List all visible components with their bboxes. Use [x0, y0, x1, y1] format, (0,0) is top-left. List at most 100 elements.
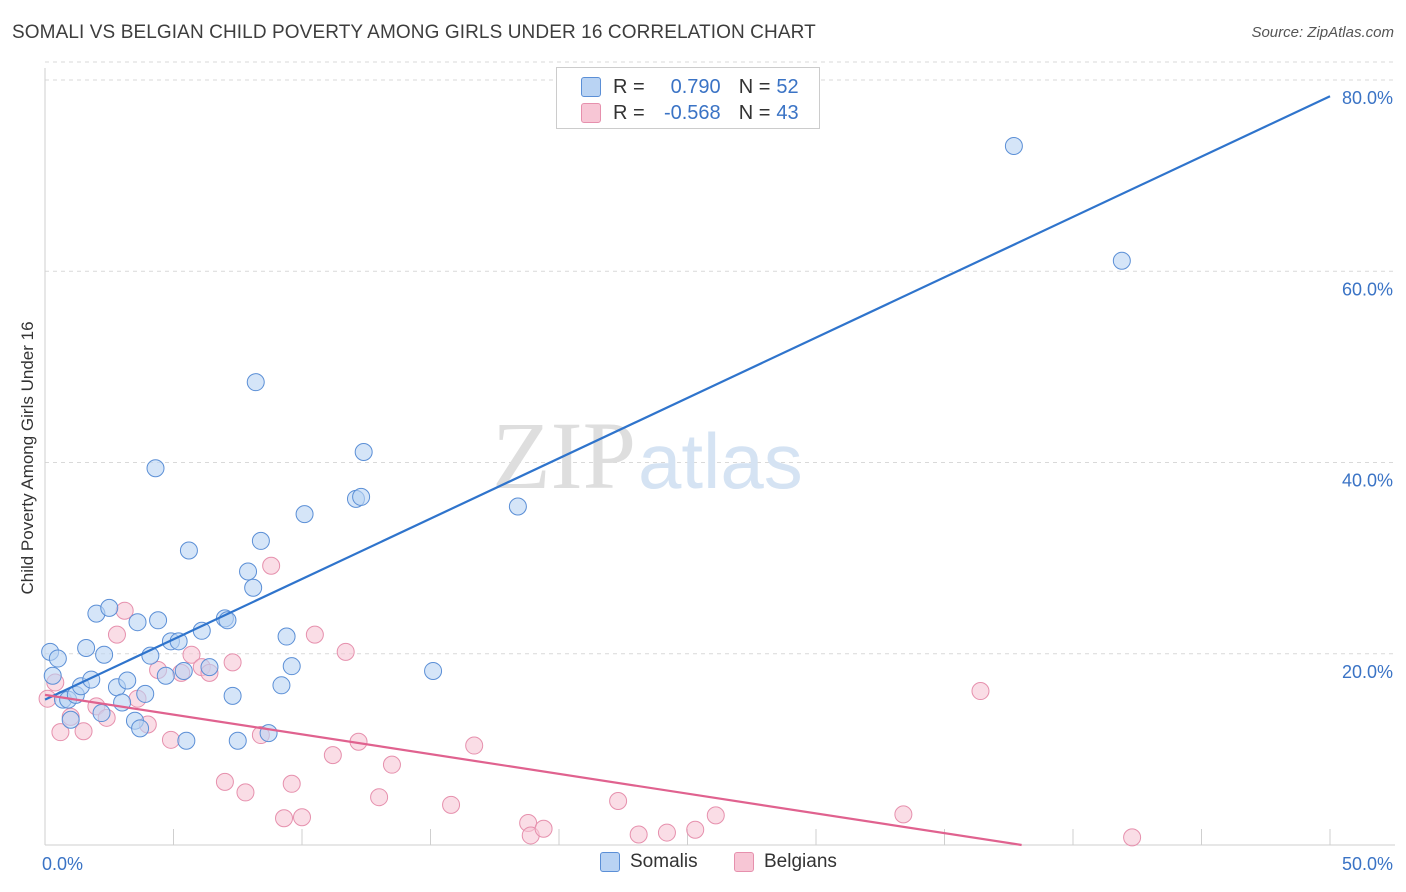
somali-point: [174, 661, 193, 680]
somali-point: [95, 645, 114, 664]
belgian-point: [686, 820, 705, 839]
belgian-point: [262, 556, 281, 575]
belgian-point: [305, 625, 324, 644]
watermark: ZIP atlas: [492, 402, 803, 509]
belgian-point: [336, 642, 355, 661]
belgian-point: [182, 645, 201, 664]
belgian-point: [236, 783, 255, 802]
x-tick-label: 50.0%: [1342, 854, 1393, 874]
somali-point: [223, 686, 242, 705]
y-tick-label: 60.0%: [1342, 279, 1393, 299]
y-tick-label: 40.0%: [1342, 471, 1393, 491]
somali-point: [156, 666, 175, 685]
belgian-point: [657, 823, 676, 842]
y-tick-label: 20.0%: [1342, 662, 1393, 682]
somali-point: [200, 658, 219, 677]
belgian-point: [370, 788, 389, 807]
legend-n-label: N =: [738, 75, 771, 98]
somali-point: [131, 719, 150, 738]
somali-point: [251, 531, 270, 550]
somali-point: [136, 684, 155, 703]
belgian-point: [1123, 828, 1142, 847]
tick-labels: 20.0% 40.0% 60.0% 80.0% 0.0% 50.0%: [42, 88, 1393, 874]
belgian-point: [465, 736, 484, 755]
y-tick-label: 80.0%: [1342, 88, 1393, 108]
legend-r-value: -0.568: [663, 101, 721, 124]
belgian-point: [107, 625, 126, 644]
legend-n-value: 43: [776, 101, 799, 124]
somali-point: [259, 724, 278, 743]
somali-point: [352, 487, 371, 506]
somali-point: [43, 666, 62, 685]
somali-point: [424, 661, 443, 680]
somali-point: [100, 598, 119, 617]
belgian-point: [894, 805, 913, 824]
belgian-point: [223, 653, 242, 672]
belgian-point: [293, 808, 311, 827]
series-somalis: [41, 136, 1131, 750]
belgian-point: [215, 772, 234, 791]
somali-point: [177, 731, 196, 750]
somali-point: [246, 373, 265, 392]
somali-point: [77, 639, 96, 658]
somalis-label: Somalis: [630, 851, 698, 872]
somali-point: [244, 578, 263, 597]
somali-point: [48, 649, 67, 668]
bottom-legend-belgians: Belgians: [734, 851, 837, 873]
belgian-point: [534, 819, 553, 838]
somali-point: [128, 613, 147, 632]
series-belgians: [38, 556, 1142, 847]
chart-title: SOMALI VS BELGIAN CHILD POVERTY AMONG GI…: [12, 22, 816, 43]
somali-point: [282, 657, 301, 676]
somali-point: [169, 632, 188, 651]
legend-row-somalis: R = 0.790 N = 52: [581, 75, 799, 99]
somali-point: [92, 704, 111, 723]
belgian-point: [323, 746, 342, 765]
somali-point: [1004, 136, 1023, 155]
belgian-point: [161, 730, 180, 749]
trend-lines: [44, 95, 1331, 847]
belgian-point: [51, 723, 70, 742]
legend-swatch-belgians: [581, 103, 601, 123]
somali-point: [118, 671, 137, 690]
belgian-point: [629, 825, 648, 844]
somali-point: [179, 541, 198, 560]
somali-point: [239, 562, 258, 581]
x-tick-label: 0.0%: [42, 854, 83, 874]
legend-r-value: 0.790: [670, 75, 721, 98]
belgian-point: [382, 755, 401, 774]
legend-r-label: R =: [613, 75, 645, 98]
belgians-swatch: [734, 852, 754, 872]
belgian-point: [971, 682, 990, 701]
somalis-swatch: [600, 852, 620, 872]
somali-point: [354, 442, 373, 461]
somali-point: [146, 459, 165, 478]
somali-point: [272, 676, 291, 695]
belgian-point: [442, 795, 461, 814]
legend-r-label: R =: [613, 101, 645, 124]
belgian-point: [74, 722, 93, 741]
legend-swatch-somalis: [581, 77, 601, 97]
legend-row-belgians: R = -0.568 N = 43: [581, 101, 799, 125]
belgian-point: [609, 792, 628, 811]
belgian-point: [282, 774, 301, 793]
somali-point: [277, 627, 296, 646]
axes: [44, 68, 1395, 846]
somali-point: [228, 731, 247, 750]
legend-n-label: N =: [738, 101, 771, 124]
belgian-point: [706, 806, 725, 825]
belgian-trend-line: [44, 693, 1022, 847]
belgian-point: [275, 809, 294, 828]
bottom-legend-somalis: Somalis: [600, 851, 698, 873]
watermark-atlas: atlas: [638, 417, 803, 505]
somali-point: [508, 497, 527, 516]
somali-point: [61, 710, 80, 729]
somali-point: [295, 505, 314, 524]
belgians-label: Belgians: [764, 851, 837, 872]
legend-n-value: 52: [776, 75, 799, 98]
source-label: Source: ZipAtlas.com: [1251, 24, 1394, 41]
somali-trend-line: [44, 95, 1331, 701]
somali-point: [1112, 251, 1131, 270]
somali-point: [149, 611, 168, 630]
